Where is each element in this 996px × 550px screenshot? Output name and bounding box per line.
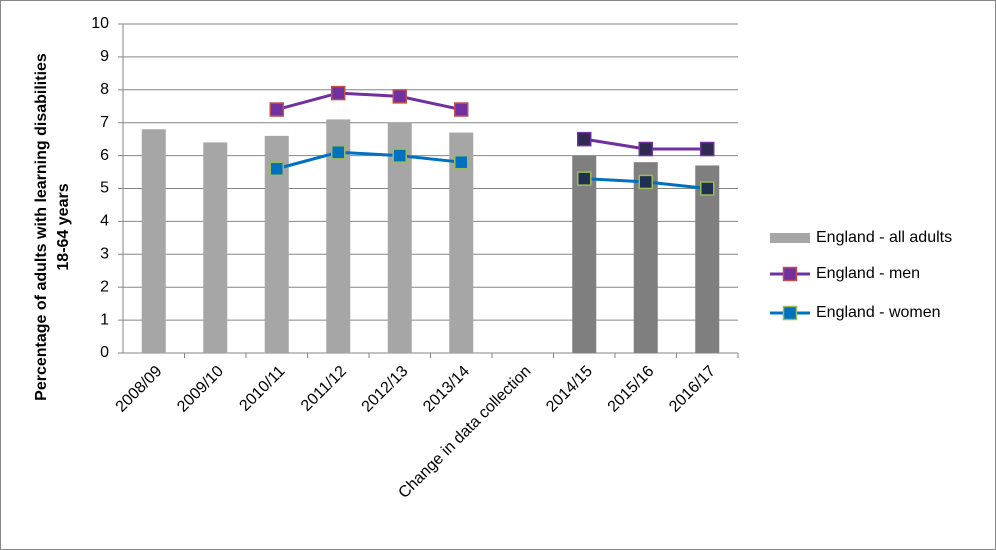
legend-swatch: [770, 233, 810, 243]
marker: [454, 102, 469, 117]
y-tick-label: 2: [100, 278, 109, 295]
marker: [269, 102, 284, 117]
marker: [577, 171, 592, 186]
legend-marker: [782, 266, 798, 282]
legend-label: England - women: [816, 304, 941, 321]
legend-marker: [782, 305, 798, 321]
bar: [695, 165, 720, 353]
y-tick-label: 3: [100, 246, 109, 263]
y-tick-label: 9: [100, 48, 109, 65]
marker: [392, 89, 407, 104]
y-tick-label: 10: [91, 15, 109, 32]
marker: [331, 145, 346, 160]
y-tick-label: 8: [100, 81, 109, 98]
bar: [203, 142, 228, 353]
y-tick-label: 1: [100, 311, 109, 328]
legend-label: England - men: [816, 265, 920, 282]
marker: [700, 181, 715, 196]
y-axis-title: Percentage of adults with learning disab…: [33, 53, 50, 401]
marker: [638, 141, 653, 157]
y-tick-label: 5: [100, 180, 109, 197]
marker: [269, 161, 284, 177]
y-axis-title: 18-64 years: [55, 183, 72, 270]
y-tick-label: 6: [100, 147, 109, 164]
bar: [633, 162, 658, 353]
y-tick-label: 0: [100, 344, 109, 361]
legend-label: England - all adults: [816, 229, 952, 246]
marker: [577, 131, 592, 147]
bar: [141, 129, 166, 353]
bar: [572, 155, 597, 353]
marker: [331, 85, 346, 101]
marker: [454, 154, 469, 170]
marker: [700, 141, 715, 157]
marker: [638, 174, 653, 190]
y-tick-label: 7: [100, 114, 109, 131]
marker: [392, 148, 407, 163]
y-tick-label: 4: [100, 213, 109, 230]
